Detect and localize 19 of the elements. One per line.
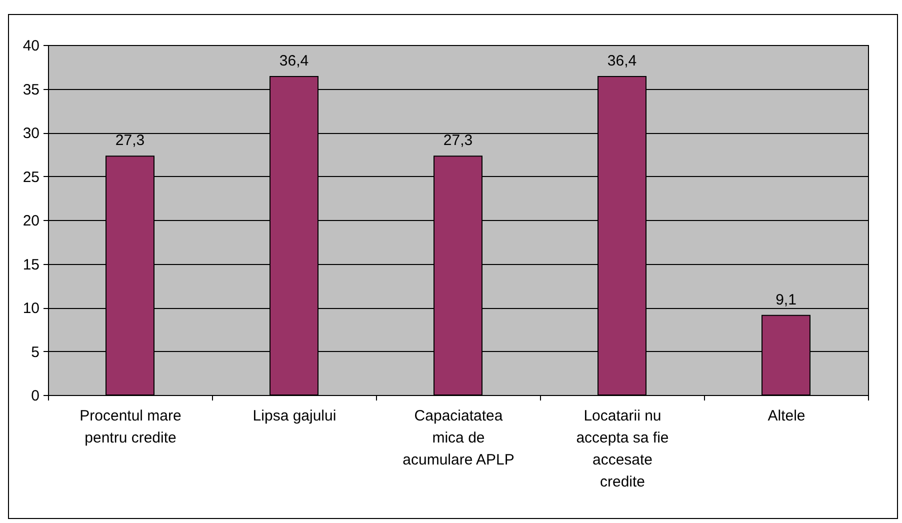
x-tick-label: Procentul mare pentru credite (80, 408, 182, 446)
x-tick-label: Altele (768, 408, 806, 424)
x-tick-label: Locatarii nu accepta sa fie accesate credite (576, 408, 669, 490)
x-tick-label: Capaciatatea mica de acumulare APLP (402, 408, 514, 468)
y-tick-label: 10 (22, 300, 40, 317)
y-tick-label: 40 (22, 38, 40, 54)
data-label: 36,4 (607, 52, 637, 70)
data-label: 27,3 (443, 132, 473, 150)
y-tick-label: 5 (31, 344, 40, 361)
data-label: 36,4 (279, 52, 309, 70)
data-label: 9,1 (776, 291, 796, 308)
data-label: 27,3 (115, 132, 145, 150)
y-tick-label: 25 (22, 168, 40, 186)
y-tick-label: 30 (22, 125, 40, 142)
y-tick-label: 0 (31, 388, 40, 404)
y-tick-label: 35 (22, 81, 40, 98)
y-tick-label: 20 (22, 212, 40, 230)
x-tick-label: Lipsa gajului (252, 408, 336, 424)
y-tick-label: 15 (22, 256, 40, 274)
